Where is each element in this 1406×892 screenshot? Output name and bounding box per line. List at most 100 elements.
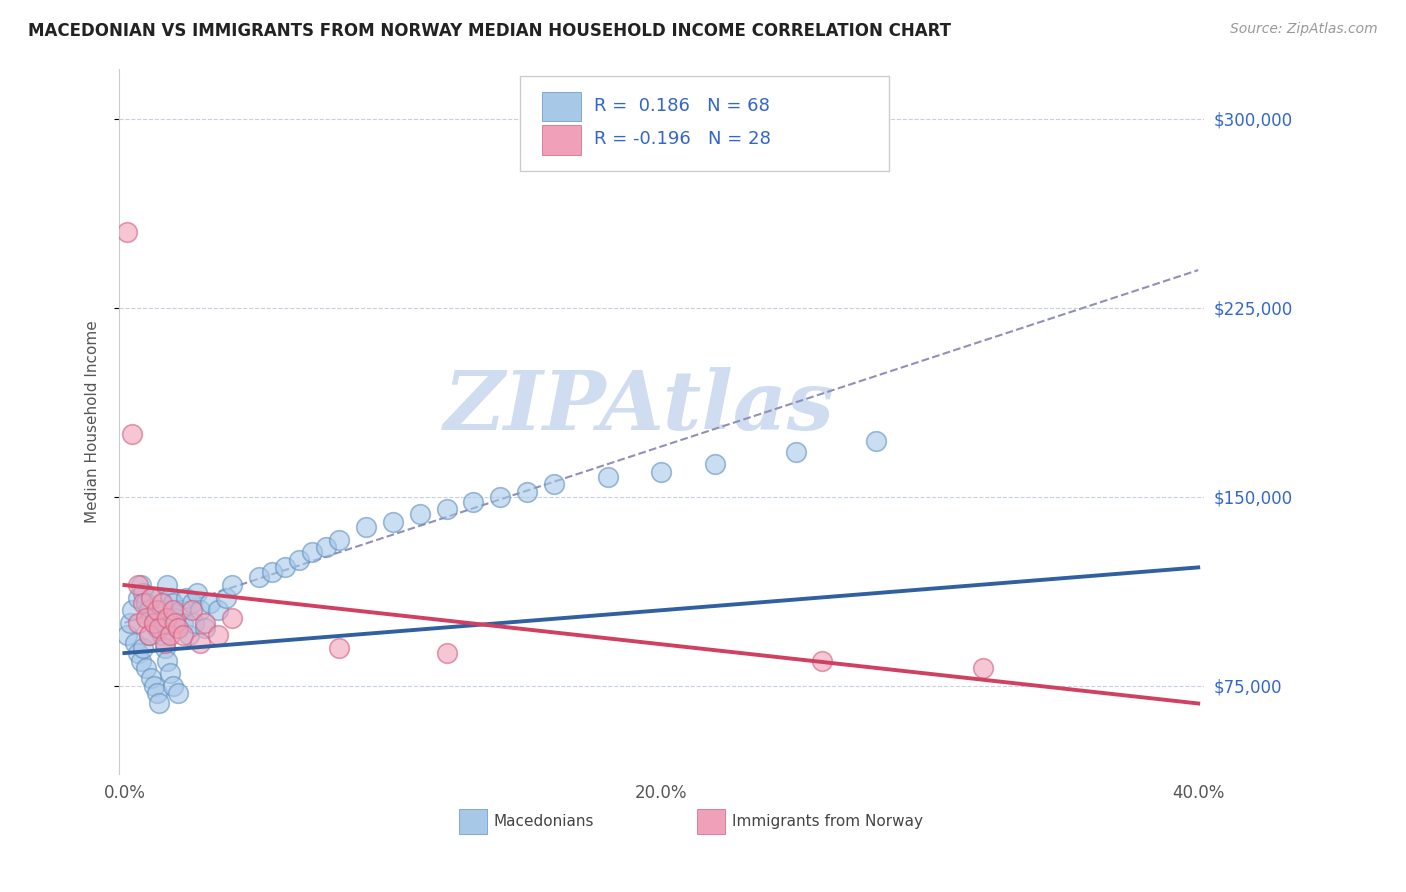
Point: [177, 628, 200, 642]
Point: [409, 508, 432, 522]
Point: [288, 553, 311, 567]
Point: [162, 596, 184, 610]
Point: [129, 654, 152, 668]
Point: [972, 661, 994, 675]
Point: [150, 596, 173, 610]
Text: R =  0.186   N = 68: R = 0.186 N = 68: [595, 97, 770, 115]
Point: [141, 591, 163, 605]
Point: [186, 585, 208, 599]
Point: [124, 636, 146, 650]
Point: [127, 646, 149, 660]
Text: Macedonians: Macedonians: [494, 814, 593, 829]
Point: [221, 578, 243, 592]
Point: [200, 596, 222, 610]
Point: [596, 469, 619, 483]
Point: [141, 671, 163, 685]
Point: [159, 591, 181, 605]
Point: [121, 603, 143, 617]
Point: [180, 603, 202, 617]
Point: [127, 615, 149, 630]
Point: [516, 484, 538, 499]
Point: [162, 603, 184, 617]
Point: [247, 570, 270, 584]
FancyBboxPatch shape: [458, 808, 486, 834]
Point: [129, 578, 152, 592]
Point: [194, 621, 217, 635]
Point: [153, 636, 176, 650]
Point: [221, 611, 243, 625]
Point: [704, 457, 727, 471]
Point: [436, 646, 458, 660]
Point: [650, 465, 672, 479]
Point: [142, 679, 165, 693]
Text: MACEDONIAN VS IMMIGRANTS FROM NORWAY MEDIAN HOUSEHOLD INCOME CORRELATION CHART: MACEDONIAN VS IMMIGRANTS FROM NORWAY MED…: [28, 22, 950, 40]
Point: [138, 628, 160, 642]
Point: [354, 520, 377, 534]
Point: [207, 603, 229, 617]
Point: [274, 560, 297, 574]
Point: [180, 596, 202, 610]
Point: [156, 578, 179, 592]
Point: [188, 636, 211, 650]
Point: [328, 640, 350, 655]
Point: [159, 628, 181, 642]
Point: [865, 434, 887, 449]
Point: [135, 611, 157, 625]
Point: [381, 515, 404, 529]
Point: [148, 591, 170, 605]
Point: [153, 640, 176, 655]
Point: [165, 615, 187, 630]
Point: [135, 661, 157, 675]
Point: [135, 596, 157, 610]
Point: [543, 477, 565, 491]
Point: [141, 611, 163, 625]
Point: [115, 225, 138, 239]
Text: R = -0.196   N = 28: R = -0.196 N = 28: [595, 130, 770, 148]
Point: [162, 679, 184, 693]
Point: [188, 603, 211, 617]
Point: [172, 615, 194, 630]
Point: [127, 591, 149, 605]
FancyBboxPatch shape: [543, 92, 581, 121]
Point: [489, 490, 512, 504]
Point: [785, 444, 807, 458]
Point: [207, 628, 229, 642]
Point: [215, 591, 238, 605]
Point: [150, 628, 173, 642]
Point: [145, 621, 167, 635]
Point: [118, 615, 141, 630]
Point: [132, 640, 155, 655]
Point: [463, 495, 485, 509]
Text: Immigrants from Norway: Immigrants from Norway: [733, 814, 922, 829]
Point: [301, 545, 323, 559]
Point: [174, 591, 197, 605]
Point: [262, 566, 284, 580]
Point: [115, 628, 138, 642]
Point: [148, 621, 170, 635]
Point: [159, 666, 181, 681]
Point: [121, 426, 143, 441]
Y-axis label: Median Household Income: Median Household Income: [86, 320, 100, 523]
FancyBboxPatch shape: [543, 125, 581, 154]
Text: Source: ZipAtlas.com: Source: ZipAtlas.com: [1230, 22, 1378, 37]
Point: [328, 533, 350, 547]
Point: [138, 603, 160, 617]
Text: ZIPAtlas: ZIPAtlas: [444, 368, 835, 447]
Point: [145, 603, 167, 617]
Point: [167, 621, 190, 635]
Point: [156, 611, 179, 625]
Point: [165, 611, 187, 625]
Point: [138, 628, 160, 642]
Point: [148, 697, 170, 711]
Point: [436, 502, 458, 516]
Point: [156, 654, 179, 668]
Point: [167, 686, 190, 700]
FancyBboxPatch shape: [520, 76, 889, 170]
Point: [167, 621, 190, 635]
Point: [150, 603, 173, 617]
Point: [132, 596, 155, 610]
Point: [194, 615, 217, 630]
Point: [172, 628, 194, 642]
Point: [170, 603, 193, 617]
Point: [142, 615, 165, 630]
